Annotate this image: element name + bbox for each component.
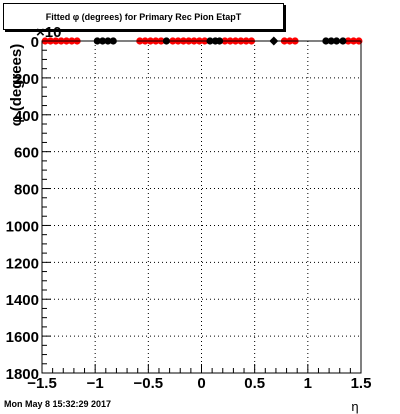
footer-timestamp: Mon May 8 15:32:29 2017	[4, 399, 112, 409]
x-tick-label: 1	[304, 375, 312, 392]
y-axis-label: φ (degrees)	[8, 44, 25, 126]
data-points	[41, 36, 363, 46]
y-tick-label: 800	[14, 182, 39, 199]
y-tick-label: 1600	[6, 329, 39, 346]
y-tick-label: 200	[14, 71, 39, 88]
y-axis-exponent-label: ×10	[36, 24, 61, 41]
y-tick-label: 1400	[6, 292, 39, 309]
grid	[42, 41, 361, 373]
y-tick-label: 0	[31, 34, 39, 51]
y-tick-label: 1200	[6, 255, 39, 272]
x-tick-label: −0.5	[134, 375, 164, 392]
chart-title-box: Fitted φ (degrees) for Primary Rec Pion …	[3, 3, 284, 30]
x-tick-label: 0	[197, 375, 205, 392]
x-tick-label: 1.5	[351, 375, 372, 392]
y-tick-label: 1800	[6, 366, 39, 383]
x-axis-label: η	[351, 399, 358, 414]
chart-title: Fitted φ (degrees) for Primary Rec Pion …	[45, 11, 242, 22]
y-tick-label: 1000	[6, 218, 39, 235]
plot-border	[41, 40, 362, 374]
x-tick-label: −1.5	[27, 375, 57, 392]
x-tick-label: 0.5	[244, 375, 265, 392]
axis-ticks	[41, 40, 362, 374]
y-tick-label: 600	[14, 145, 39, 162]
plot-frame	[41, 40, 362, 374]
tick-labels: −1.5 −1 −0.5 0 0.5 1 1.5 0 200 400 600 800 1000 1200 1…	[6, 34, 372, 392]
y-tick-label: 400	[14, 108, 39, 125]
x-tick-label: −1	[87, 375, 104, 392]
